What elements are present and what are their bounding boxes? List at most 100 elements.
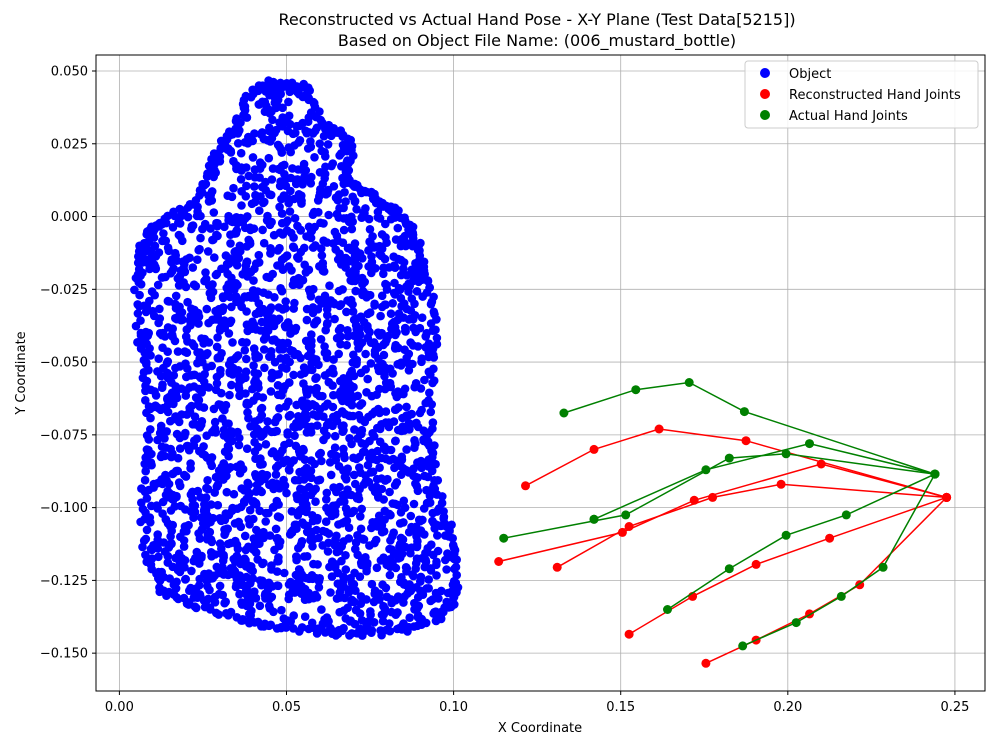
object-point [157,424,166,434]
object-point [213,500,223,510]
y-axis-ticks: 0.050 0.025 0.000 −0.025 −0.050 −0.075 −0.100 −… [40,65,96,662]
object-point [342,340,352,350]
object-point [243,408,252,417]
object-point [377,420,386,429]
object-point [428,378,437,388]
object-point [139,368,149,377]
object-point [351,321,361,330]
object-point [420,530,429,539]
object-point [329,369,338,378]
object-point [283,216,292,225]
object-point [286,228,296,238]
object-point [232,114,241,123]
object-point [173,453,183,463]
object-point [248,136,257,146]
object-point [364,262,373,271]
y-tick-label: −0.100 [40,501,88,516]
object-point [229,489,239,499]
object-point [283,126,293,136]
object-point [343,332,353,341]
object-point [286,186,295,196]
object-point [402,564,412,573]
object-point [388,499,398,508]
object-point [357,504,367,514]
object-point [289,243,299,252]
object-point [377,230,387,239]
object-point [144,236,154,246]
object-point [297,199,306,208]
object-point [300,612,310,621]
object-point [210,550,220,559]
x-tick-label: 0.05 [272,700,301,715]
object-point [452,555,462,564]
object-point [309,207,319,217]
object-point [431,616,441,626]
object-point [225,367,234,377]
object-point [242,597,252,606]
object-point [158,328,168,338]
object-point [393,223,403,233]
object-point [348,217,358,226]
y-tick-label: −0.075 [40,428,88,443]
object-point [356,512,365,521]
actual-joint-point [559,408,569,418]
x-tick-label: 0.00 [105,700,134,715]
object-point [389,288,399,298]
object-point [225,390,234,400]
object-point [259,238,269,248]
object-point [298,396,307,406]
object-point [180,431,189,441]
actual-joint-point [738,641,748,651]
object-point [136,344,146,353]
object-point [259,335,269,344]
object-point [400,592,409,601]
object-point [428,424,437,434]
actual-joint-point [781,530,791,540]
object-point [192,211,202,221]
object-point [431,459,440,469]
object-point [220,530,229,539]
object-point [268,269,278,279]
object-point [187,304,196,314]
object-point [372,390,382,400]
object-point [199,442,208,451]
object-point [330,443,340,453]
object-point [195,402,204,411]
object-point [181,505,190,514]
object-point [344,585,354,594]
object-point [285,466,294,475]
object-point [396,470,406,480]
object-point [399,580,409,589]
object-point [284,97,293,107]
object-point [396,508,406,517]
object-point [173,565,183,575]
object-point [427,400,437,409]
object-point [221,597,230,607]
object-point [350,196,360,206]
actual-joint-point [684,378,694,387]
object-point [331,193,341,202]
object-point [304,482,314,492]
object-point [155,304,164,314]
object-point [366,607,375,616]
object-point [257,317,267,327]
object-point [250,539,260,549]
object-point [246,611,255,620]
object-point [369,618,379,627]
object-point [278,458,288,468]
object-point [332,209,342,219]
object-point [141,453,150,462]
object-point [210,592,220,602]
object-point [357,616,367,625]
object-point [368,483,377,492]
object-point [412,418,421,428]
object-point [137,484,146,493]
object-point [430,476,439,485]
object-point [233,219,242,228]
object-point [318,179,328,189]
object-point [281,402,291,411]
object-point [375,331,385,340]
object-point [242,581,252,590]
object-point [363,325,373,334]
object-point [186,459,195,468]
